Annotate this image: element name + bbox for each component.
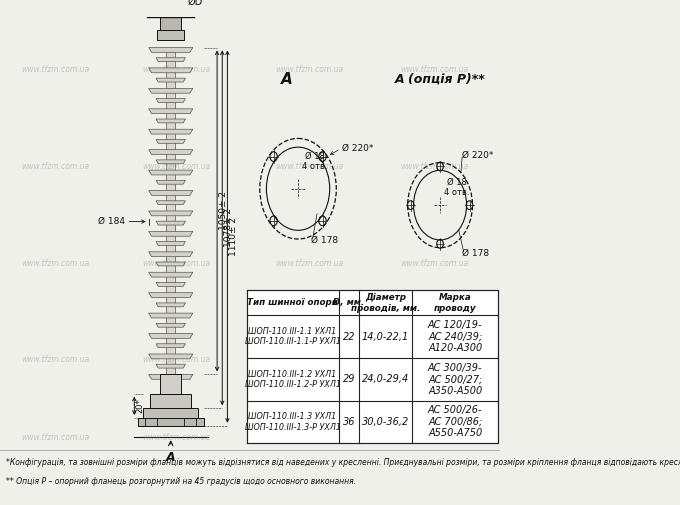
Text: АС 500/26-
АС 700/86;
А550-А750: АС 500/26- АС 700/86; А550-А750	[428, 405, 482, 438]
Polygon shape	[149, 88, 193, 93]
Text: www.tfzm.com.ua: www.tfzm.com.ua	[400, 65, 469, 74]
Text: www.tfzm.com.ua: www.tfzm.com.ua	[143, 259, 211, 268]
Text: www.tfzm.com.ua: www.tfzm.com.ua	[400, 259, 469, 268]
Text: АС 300/39-
АС 500/27;
А350-А500: АС 300/39- АС 500/27; А350-А500	[428, 363, 482, 396]
Text: 1050± 2: 1050± 2	[218, 191, 228, 230]
Text: www.tfzm.com.ua: www.tfzm.com.ua	[143, 433, 211, 442]
Text: 29: 29	[343, 374, 355, 384]
Text: Ø 184: Ø 184	[98, 217, 125, 226]
Polygon shape	[149, 231, 193, 236]
Polygon shape	[149, 47, 193, 53]
Text: *Конфігурація, та зовнішні розміри фланців можуть відрізнятися від наведених у к: *Конфігурація, та зовнішні розміри фланц…	[6, 458, 680, 467]
Text: АС 120/19-
АС 240/39;
А120-А300: АС 120/19- АС 240/39; А120-А300	[428, 320, 482, 354]
Text: www.tfzm.com.ua: www.tfzm.com.ua	[275, 259, 343, 268]
Text: www.tfzm.com.ua: www.tfzm.com.ua	[143, 65, 211, 74]
Polygon shape	[156, 78, 186, 82]
Polygon shape	[156, 364, 186, 368]
Text: www.tfzm.com.ua: www.tfzm.com.ua	[400, 162, 469, 171]
Polygon shape	[156, 241, 186, 245]
Text: А: А	[166, 451, 175, 464]
Bar	[160, 374, 181, 394]
Text: 30,0-36,2: 30,0-36,2	[362, 417, 409, 427]
Bar	[158, 30, 184, 40]
Text: www.tfzm.com.ua: www.tfzm.com.ua	[21, 433, 89, 442]
Polygon shape	[149, 68, 193, 73]
Polygon shape	[156, 201, 186, 205]
Text: www.tfzm.com.ua: www.tfzm.com.ua	[400, 356, 469, 365]
Polygon shape	[149, 354, 193, 359]
Text: 1078± 2: 1078± 2	[224, 209, 233, 247]
Polygon shape	[149, 252, 193, 257]
Text: www.tfzm.com.ua: www.tfzm.com.ua	[275, 65, 343, 74]
Polygon shape	[156, 180, 186, 184]
Text: 24,0-29,4: 24,0-29,4	[362, 374, 409, 384]
Polygon shape	[156, 119, 186, 123]
Polygon shape	[149, 170, 193, 175]
Polygon shape	[156, 98, 186, 103]
Polygon shape	[156, 323, 186, 327]
Text: Діаметр
проводів, мм.: Діаметр проводів, мм.	[351, 293, 420, 313]
Text: www.tfzm.com.ua: www.tfzm.com.ua	[21, 259, 89, 268]
Text: Ø 178: Ø 178	[462, 249, 490, 258]
Text: Марка
проводу: Марка проводу	[434, 293, 477, 313]
Text: ØD: ØD	[188, 0, 203, 7]
Polygon shape	[149, 272, 193, 277]
Polygon shape	[156, 282, 186, 286]
Polygon shape	[156, 262, 186, 266]
Text: 22: 22	[343, 332, 355, 342]
Text: А: А	[281, 72, 293, 87]
Text: 36: 36	[343, 417, 355, 427]
Bar	[247, 290, 498, 443]
Bar	[168, 5, 173, 17]
Text: ** Опція Р – опорний фланець розгорнутий на 45 градусів щодо основного виконання: ** Опція Р – опорний фланець розгорнутий…	[6, 477, 356, 486]
Text: www.tfzm.com.ua: www.tfzm.com.ua	[21, 162, 89, 171]
Text: www.tfzm.com.ua: www.tfzm.com.ua	[275, 356, 343, 365]
Text: www.tfzm.com.ua: www.tfzm.com.ua	[143, 162, 211, 171]
Polygon shape	[156, 58, 186, 62]
Polygon shape	[156, 303, 186, 307]
Polygon shape	[156, 344, 186, 347]
Text: www.tfzm.com.ua: www.tfzm.com.ua	[143, 356, 211, 365]
Polygon shape	[149, 374, 193, 379]
Polygon shape	[149, 293, 193, 297]
Polygon shape	[149, 129, 193, 134]
Polygon shape	[149, 211, 193, 216]
Polygon shape	[156, 160, 186, 164]
Text: Ø 18
4 отв.: Ø 18 4 отв.	[445, 178, 470, 197]
Text: ШОП-110.III-1.1 УХЛ1
ШОП-110.III-1.1-Р УХЛ1: ШОП-110.III-1.1 УХЛ1 ШОП-110.III-1.1-Р У…	[245, 327, 341, 346]
Polygon shape	[149, 109, 193, 114]
Polygon shape	[149, 149, 193, 155]
Polygon shape	[149, 334, 193, 338]
Bar	[160, 17, 181, 30]
Text: www.tfzm.com.ua: www.tfzm.com.ua	[21, 65, 89, 74]
Text: 20*: 20*	[136, 398, 145, 413]
Text: 14,0-22,1: 14,0-22,1	[362, 332, 409, 342]
Bar	[143, 408, 199, 418]
Text: www.tfzm.com.ua: www.tfzm.com.ua	[275, 433, 343, 442]
Bar	[167, 47, 175, 374]
Text: Ø 220*: Ø 220*	[462, 150, 494, 160]
Text: А (опція Р)**: А (опція Р)**	[394, 73, 486, 86]
Polygon shape	[156, 139, 186, 143]
Text: www.tfzm.com.ua: www.tfzm.com.ua	[400, 433, 469, 442]
Text: Ø 178: Ø 178	[311, 235, 339, 244]
Text: 1110± 2: 1110± 2	[229, 217, 238, 256]
Text: ШОП-110.III-1.2 УХЛ1
ШОП-110.III-1.2-Р УХЛ1: ШОП-110.III-1.2 УХЛ1 ШОП-110.III-1.2-Р У…	[245, 370, 341, 389]
Text: Ø 220*: Ø 220*	[342, 144, 373, 153]
Text: D, мм.: D, мм.	[333, 298, 364, 308]
Text: ШОП-110.III-1.3 УХЛ1
ШОП-110.III-1.3-Р УХЛ1: ШОП-110.III-1.3 УХЛ1 ШОП-110.III-1.3-Р У…	[245, 412, 341, 431]
Polygon shape	[149, 313, 193, 318]
Text: www.tfzm.com.ua: www.tfzm.com.ua	[21, 356, 89, 365]
Polygon shape	[149, 190, 193, 195]
Text: www.tfzm.com.ua: www.tfzm.com.ua	[275, 162, 343, 171]
Bar	[150, 394, 191, 408]
Bar	[137, 418, 204, 426]
Text: Ø 18
4 отв.: Ø 18 4 отв.	[303, 152, 328, 171]
Polygon shape	[156, 221, 186, 225]
Text: Тип шинної опори: Тип шинної опори	[247, 298, 338, 308]
